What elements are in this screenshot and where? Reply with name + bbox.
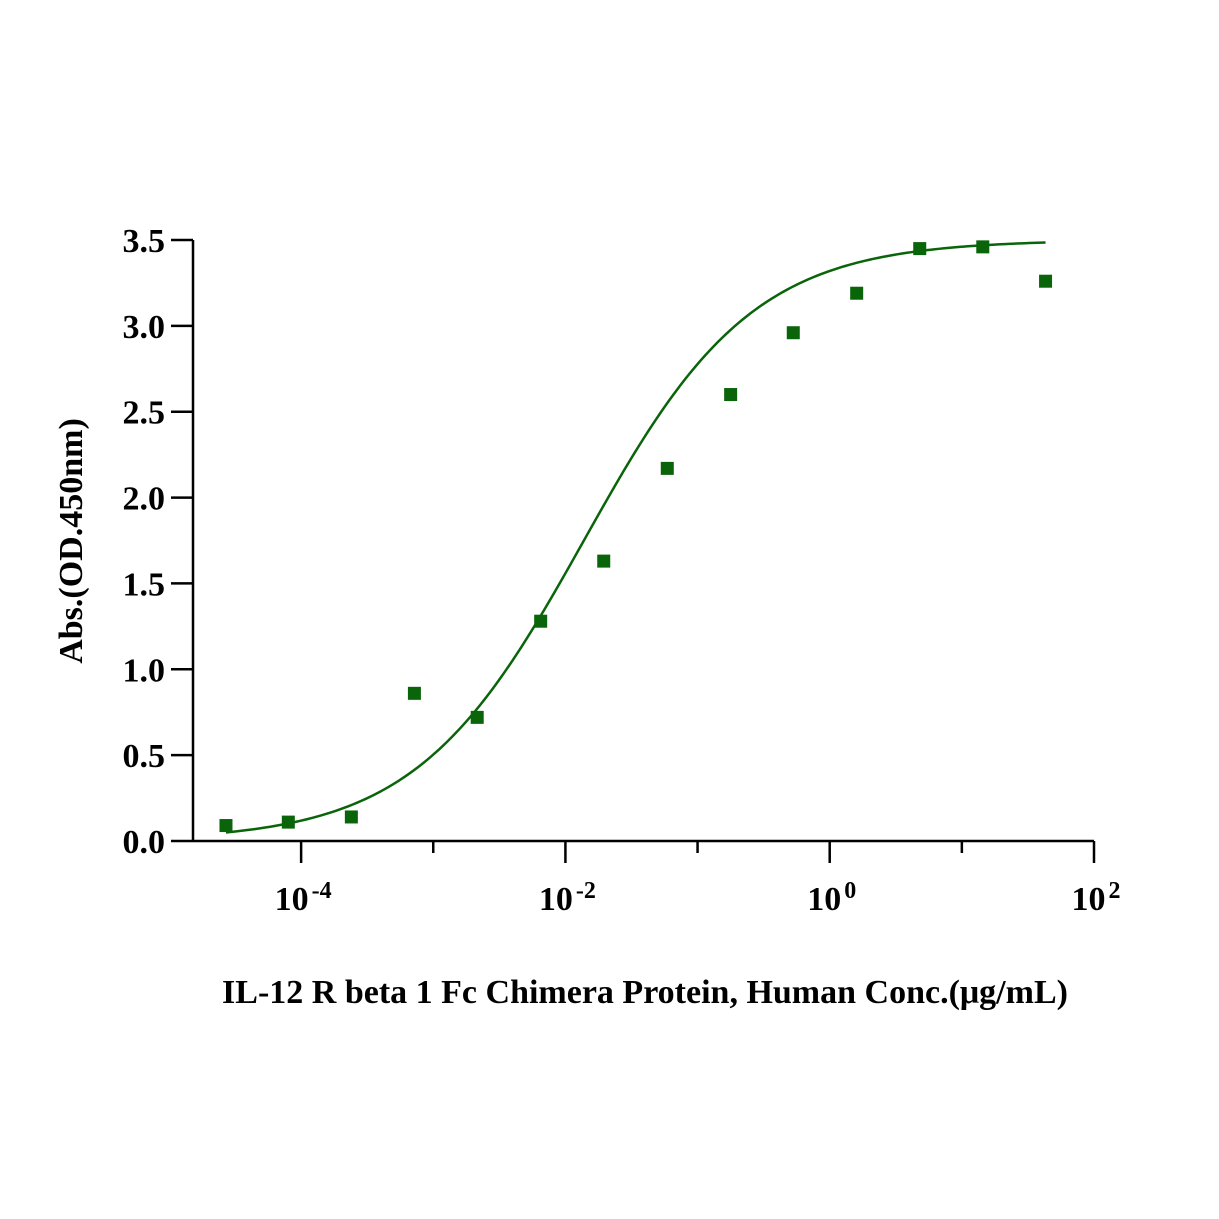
fit-curve [225, 241, 1046, 834]
data-points [219, 240, 1053, 833]
data-point [660, 461, 674, 475]
x-tick-label: 10 -4 [275, 878, 332, 918]
data-point [597, 554, 611, 568]
data-point [724, 388, 738, 402]
data-point [281, 815, 295, 829]
x-tick-label: 10 -2 [539, 878, 596, 918]
y-tick-label: 2.0 [123, 481, 166, 518]
y-tick-label: 1.5 [123, 566, 166, 603]
x-ticks: 10 -4 10 -2 10 0 10 2 [275, 841, 1121, 918]
y-tick-label: 2.5 [123, 395, 166, 432]
data-point [913, 242, 927, 256]
data-point [534, 614, 548, 628]
x-tick-label: 10 2 [1072, 878, 1121, 918]
y-axis-label: Abs.(OD.450nm) [53, 418, 90, 664]
data-point [407, 686, 421, 700]
data-point [976, 240, 990, 254]
y-tick-label: 0.0 [123, 824, 166, 861]
x-tick-label: 10 0 [807, 878, 856, 918]
y-tick-label: 1.0 [123, 652, 166, 689]
data-point [219, 819, 233, 833]
data-point [850, 286, 864, 300]
y-ticks: 0.0 0.5 1.0 1.5 2.0 2.5 3.0 3.5 [123, 223, 193, 861]
data-point [470, 710, 484, 724]
y-tick-label: 0.5 [123, 738, 166, 775]
data-point [344, 810, 358, 824]
data-point [786, 326, 800, 340]
y-tick-label: 3.0 [123, 309, 166, 346]
y-tick-label: 3.5 [123, 223, 166, 260]
x-axis-label: IL-12 R beta 1 Fc Chimera Protein, Human… [222, 974, 1068, 1011]
data-point [1039, 274, 1053, 288]
axes [191, 240, 1094, 843]
